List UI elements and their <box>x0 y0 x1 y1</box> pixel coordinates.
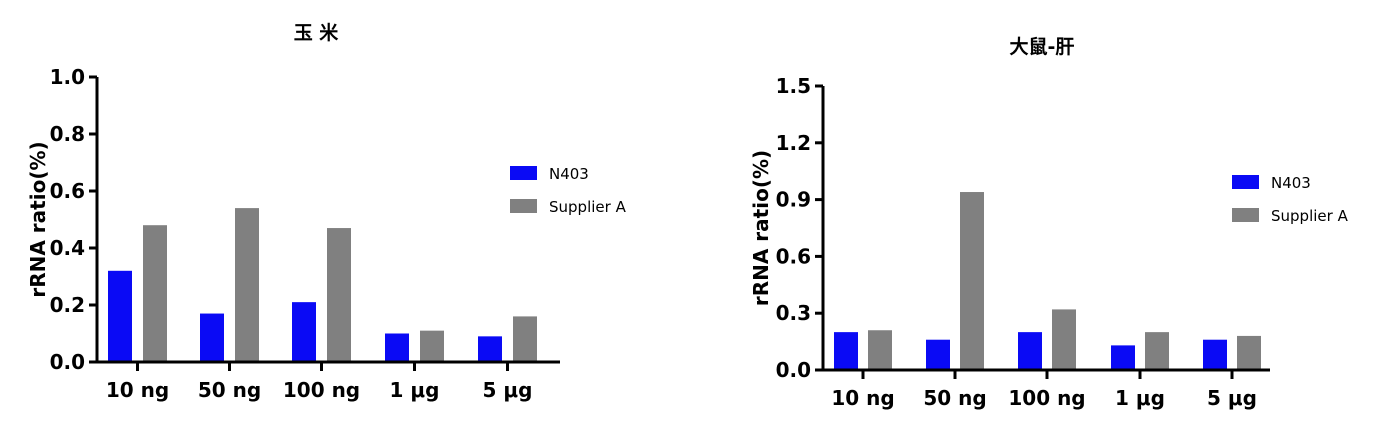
y-tick-label: 0.9 <box>776 188 811 212</box>
legend-label: Supplier A <box>1271 207 1349 225</box>
bar-supplier-a-2 <box>960 192 984 370</box>
y-tick-label: 0.6 <box>776 244 811 268</box>
bar-n403-3 <box>1018 332 1042 370</box>
chart-title: 大鼠-肝 <box>1010 35 1075 58</box>
bar-n403-2 <box>926 339 950 370</box>
bar-supplier-a-5 <box>1237 335 1261 370</box>
y-tick-label: 0.3 <box>776 301 811 325</box>
legend-label: Supplier A <box>549 198 627 216</box>
legend-label: N403 <box>1271 174 1311 192</box>
y-tick-label: 1.5 <box>776 74 811 98</box>
x-tick-label: 100 ng <box>1008 386 1085 410</box>
x-tick-label: 1 μg <box>1115 386 1165 410</box>
x-tick-label: 5 μg <box>1207 386 1257 410</box>
bar-n403-4 <box>385 333 409 362</box>
bar-supplier-a-3 <box>1052 309 1076 370</box>
x-tick-label: 5 μg <box>483 378 533 402</box>
y-tick-label: 0.4 <box>50 236 85 260</box>
y-tick-label: 0.0 <box>776 358 811 382</box>
bar-n403-1 <box>834 332 858 370</box>
bar-supplier-a-1 <box>868 330 892 370</box>
chart-panel-2: 大鼠-肝 rRNA ratio(%) 0.0 0.3 0.6 0.9 1.2 1.5 10 ng… <box>749 35 1349 410</box>
legend-label: N403 <box>549 165 589 183</box>
chart-panel-1: 玉 米 rRNA ratio(%) 0.0 0.2 0.4 0.6 0.8 1.0 10 ng 5… <box>26 21 627 402</box>
y-tick-label: 1.0 <box>50 65 85 89</box>
bar-n403-2 <box>200 313 224 362</box>
x-tick-label: 50 ng <box>198 378 261 402</box>
x-tick-label: 100 ng <box>283 378 360 402</box>
legend-swatch-n403 <box>510 166 537 180</box>
legend-swatch-supplier-a <box>1232 208 1259 222</box>
bar-n403-5 <box>478 336 502 362</box>
bar-supplier-a-3 <box>327 228 351 362</box>
bar-n403-5 <box>1203 339 1227 370</box>
bar-n403-4 <box>1111 345 1135 370</box>
y-tick-label: 0.6 <box>50 179 85 203</box>
bar-supplier-a-4 <box>1145 332 1169 370</box>
bar-supplier-a-1 <box>143 225 167 362</box>
bar-supplier-a-2 <box>235 208 259 362</box>
y-tick-label: 1.2 <box>776 131 811 155</box>
bar-supplier-a-5 <box>513 316 537 362</box>
x-tick-label: 50 ng <box>923 386 986 410</box>
y-axis-label: rRNA ratio(%) <box>749 150 773 306</box>
legend-swatch-supplier-a <box>510 199 537 213</box>
y-tick-label: 0.8 <box>50 122 85 146</box>
bar-supplier-a-4 <box>420 330 444 362</box>
y-tick-label: 0.0 <box>50 350 85 374</box>
y-tick-label: 0.2 <box>50 293 85 317</box>
chart-title: 玉 米 <box>294 21 340 44</box>
x-tick-label: 10 ng <box>831 386 894 410</box>
y-axis-label: rRNA ratio(%) <box>26 141 50 297</box>
bar-n403-1 <box>108 270 132 362</box>
x-tick-label: 1 μg <box>390 378 440 402</box>
legend-swatch-n403 <box>1232 175 1259 189</box>
bar-n403-3 <box>292 302 316 362</box>
x-tick-label: 10 ng <box>106 378 169 402</box>
